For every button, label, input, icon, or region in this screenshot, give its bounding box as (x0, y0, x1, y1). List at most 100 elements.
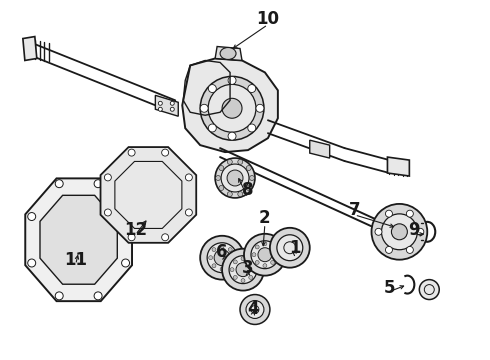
Ellipse shape (227, 192, 232, 197)
Ellipse shape (232, 256, 236, 260)
Ellipse shape (219, 166, 224, 171)
Ellipse shape (28, 259, 36, 267)
Ellipse shape (233, 260, 237, 264)
Text: 10: 10 (256, 10, 279, 28)
Ellipse shape (220, 244, 224, 248)
Ellipse shape (208, 85, 216, 93)
Ellipse shape (209, 256, 213, 260)
Ellipse shape (122, 259, 129, 267)
Text: 2: 2 (259, 209, 271, 227)
Ellipse shape (104, 174, 111, 181)
Ellipse shape (248, 124, 256, 132)
Ellipse shape (392, 224, 407, 240)
Text: 1: 1 (289, 239, 300, 257)
Ellipse shape (238, 159, 243, 165)
Ellipse shape (274, 253, 278, 257)
Polygon shape (100, 147, 196, 243)
Ellipse shape (246, 185, 251, 190)
Ellipse shape (200, 104, 208, 112)
Ellipse shape (244, 234, 286, 276)
Ellipse shape (104, 209, 111, 216)
Ellipse shape (230, 268, 234, 272)
Text: 9: 9 (409, 221, 420, 239)
Ellipse shape (246, 166, 251, 171)
Text: 8: 8 (242, 181, 254, 199)
Ellipse shape (238, 192, 243, 197)
Ellipse shape (28, 212, 36, 221)
Ellipse shape (94, 292, 102, 300)
Ellipse shape (228, 264, 232, 268)
Ellipse shape (249, 176, 254, 180)
Ellipse shape (386, 210, 392, 217)
Ellipse shape (162, 234, 169, 241)
Ellipse shape (162, 149, 169, 156)
Ellipse shape (128, 149, 135, 156)
Ellipse shape (185, 209, 193, 216)
Ellipse shape (258, 248, 272, 262)
Ellipse shape (216, 176, 220, 180)
Ellipse shape (227, 159, 232, 165)
Polygon shape (155, 95, 178, 116)
Ellipse shape (386, 247, 392, 253)
Polygon shape (40, 195, 117, 284)
Ellipse shape (229, 256, 257, 284)
Ellipse shape (406, 247, 414, 253)
Ellipse shape (406, 210, 414, 217)
Ellipse shape (270, 245, 275, 249)
Ellipse shape (208, 84, 256, 132)
Ellipse shape (55, 180, 63, 188)
Ellipse shape (419, 280, 439, 300)
Ellipse shape (228, 132, 236, 140)
Ellipse shape (248, 85, 256, 93)
Ellipse shape (171, 101, 174, 105)
Ellipse shape (94, 180, 102, 188)
Ellipse shape (185, 174, 193, 181)
Ellipse shape (241, 279, 245, 283)
Ellipse shape (277, 235, 303, 261)
Ellipse shape (228, 76, 236, 84)
Ellipse shape (158, 107, 162, 111)
Ellipse shape (220, 267, 224, 271)
Ellipse shape (233, 275, 237, 279)
Ellipse shape (375, 228, 382, 235)
Ellipse shape (236, 263, 250, 276)
Ellipse shape (256, 104, 264, 112)
Ellipse shape (263, 242, 267, 246)
Ellipse shape (220, 48, 236, 59)
Ellipse shape (215, 158, 255, 198)
Ellipse shape (371, 204, 427, 260)
Ellipse shape (417, 228, 424, 235)
Ellipse shape (241, 257, 245, 261)
Ellipse shape (214, 250, 230, 266)
Ellipse shape (255, 245, 259, 249)
Text: 5: 5 (384, 279, 395, 297)
Ellipse shape (207, 243, 237, 273)
Ellipse shape (208, 124, 216, 132)
Polygon shape (25, 179, 132, 301)
Ellipse shape (200, 236, 244, 280)
Ellipse shape (252, 253, 256, 257)
Polygon shape (23, 37, 37, 60)
Text: 11: 11 (64, 251, 87, 269)
Ellipse shape (382, 214, 417, 250)
Ellipse shape (200, 76, 264, 140)
Ellipse shape (212, 248, 216, 252)
Text: 12: 12 (124, 221, 147, 239)
Ellipse shape (249, 260, 253, 264)
Ellipse shape (252, 268, 256, 272)
Ellipse shape (246, 301, 264, 319)
Ellipse shape (122, 212, 129, 221)
Polygon shape (182, 58, 278, 152)
Ellipse shape (222, 249, 264, 291)
Ellipse shape (228, 248, 232, 252)
Polygon shape (215, 46, 242, 60)
Ellipse shape (263, 264, 267, 268)
Ellipse shape (219, 185, 224, 190)
Polygon shape (310, 140, 330, 158)
Text: 3: 3 (242, 259, 254, 277)
Ellipse shape (158, 101, 162, 105)
Ellipse shape (270, 228, 310, 268)
Text: 7: 7 (349, 201, 360, 219)
Ellipse shape (55, 292, 63, 300)
Text: 4: 4 (247, 301, 259, 319)
